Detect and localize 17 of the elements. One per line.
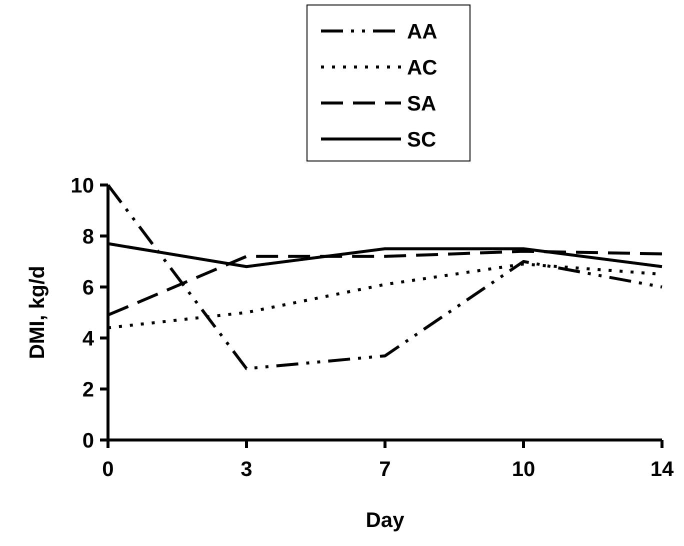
y-tick-label: 2 [82,378,94,402]
y-tick-label: 4 [82,327,94,350]
legend-label: SA [407,92,436,116]
x-tick-label: 0 [102,458,114,481]
y-tick-label: 10 [70,174,94,198]
x-tick-label: 3 [240,458,252,481]
x-tick-label: 10 [512,458,536,481]
legend-label: AA [407,20,438,44]
legend-label: AC [407,56,438,80]
y-axis-title: DMI, kg/d [26,266,49,360]
y-tick-label: 6 [82,276,94,300]
y-tick-label: 8 [82,225,94,248]
x-axis-title: Day [366,509,405,532]
x-tick-label: 14 [650,458,674,481]
x-tick-label: 7 [379,458,391,481]
legend-label: SC [407,128,436,152]
y-tick-label: 0 [82,429,94,452]
